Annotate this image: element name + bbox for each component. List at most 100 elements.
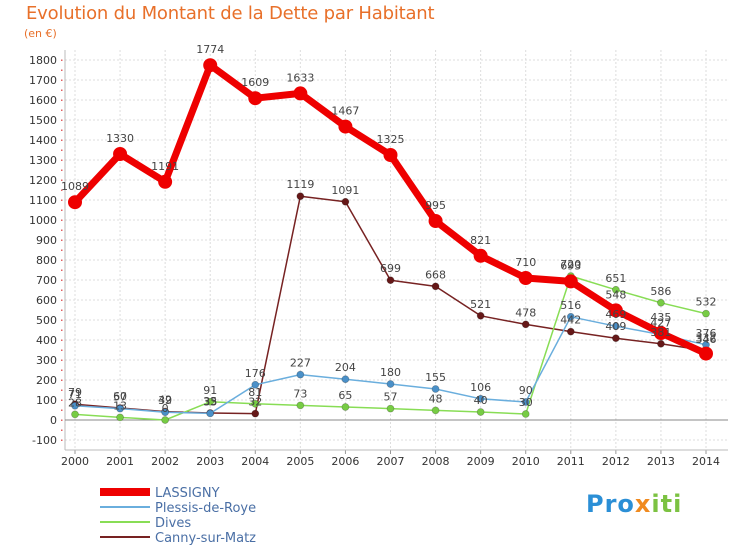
data-label: 332 <box>696 332 717 345</box>
data-label: 227 <box>290 357 311 370</box>
data-point <box>386 276 395 285</box>
y-minor-tick <box>61 179 63 181</box>
y-minor-tick <box>61 89 63 91</box>
data-point <box>116 413 124 422</box>
y-tick-label: 1300 <box>29 154 57 167</box>
y-tick-label: 1200 <box>29 174 57 187</box>
y-minor-tick <box>61 109 63 111</box>
data-point <box>383 148 398 162</box>
data-point <box>521 398 530 406</box>
data-point <box>338 119 353 134</box>
data-point <box>386 404 395 413</box>
y-minor-tick <box>61 399 63 401</box>
legend-label: LASSIGNY <box>155 486 220 501</box>
data-label: 995 <box>425 199 446 212</box>
data-label: 176 <box>245 367 266 380</box>
data-point <box>341 403 350 411</box>
data-point <box>611 285 620 294</box>
data-label: 1633 <box>286 71 314 84</box>
x-tick-label: 2009 <box>467 455 495 468</box>
y-minor-tick <box>61 79 63 81</box>
data-label: 71 <box>68 388 82 401</box>
data-point <box>476 408 485 416</box>
x-tick-label: 2000 <box>61 455 89 468</box>
data-point <box>476 311 485 320</box>
y-tick-label: 100 <box>36 394 57 407</box>
y-tick-label: 1000 <box>29 214 57 227</box>
data-point <box>341 375 350 384</box>
plot-area <box>65 50 728 450</box>
x-axis-ticks: 2000 2001 2002 2003 2004 2005 2006 2007 2008 2009… <box>61 455 720 468</box>
data-label: 155 <box>425 371 446 384</box>
data-point <box>251 409 260 418</box>
data-label: 30 <box>519 396 533 409</box>
data-label: 586 <box>650 285 671 298</box>
data-point <box>71 410 79 419</box>
data-label: 478 <box>515 306 536 319</box>
data-label: 0 <box>162 402 169 415</box>
data-point <box>206 397 215 406</box>
x-tick-label: 2008 <box>422 455 450 468</box>
data-point <box>431 282 440 291</box>
data-point <box>521 320 530 329</box>
y-minor-tick <box>61 419 63 421</box>
data-point <box>611 334 620 343</box>
data-label: 693 <box>560 259 581 272</box>
y-minor-tick <box>61 189 63 191</box>
y-minor-tick <box>61 369 63 371</box>
y-minor-tick <box>61 149 63 151</box>
data-label: 60 <box>113 390 127 403</box>
legend-label: Dives <box>155 516 191 531</box>
y-tick-label: 500 <box>36 314 57 327</box>
y-minor-tick <box>61 279 63 281</box>
axes <box>61 50 728 454</box>
data-label: 409 <box>605 320 626 333</box>
data-point <box>251 399 260 408</box>
data-label: 28 <box>68 396 82 409</box>
data-point <box>296 401 305 410</box>
y-minor-tick <box>61 159 63 161</box>
data-point <box>657 298 665 307</box>
data-point <box>206 409 215 418</box>
y-axis-ticks: -100 0 100 200 300 400 500 600 700 800 900 1000 1100… <box>29 54 57 447</box>
x-tick-label: 2001 <box>106 455 134 468</box>
y-minor-tick <box>61 309 63 311</box>
data-point <box>161 408 170 417</box>
x-tick-label: 2011 <box>557 455 585 468</box>
data-label: 435 <box>650 311 671 324</box>
data-label: 57 <box>113 391 127 404</box>
data-label: 65 <box>338 389 352 402</box>
y-minor-tick <box>61 209 63 211</box>
data-label: 1191 <box>151 160 179 173</box>
data-label: 699 <box>380 262 401 275</box>
data-point <box>113 147 128 161</box>
legend-label: Canny-sur-Matz <box>155 531 256 546</box>
data-point <box>341 197 350 206</box>
y-tick-label: 1400 <box>29 134 57 147</box>
data-label: 381 <box>650 326 671 339</box>
data-point <box>248 91 263 106</box>
y-tick-label: 800 <box>36 254 57 267</box>
data-point <box>293 86 308 101</box>
data-label: 48 <box>429 392 443 405</box>
data-point <box>71 401 79 410</box>
data-label: 79 <box>68 386 82 399</box>
x-tick-label: 2002 <box>151 455 179 468</box>
y-tick-label: 200 <box>36 374 57 387</box>
data-point <box>203 58 218 73</box>
legend-item: LASSIGNY <box>100 486 220 501</box>
data-point <box>431 406 440 415</box>
data-point <box>161 416 170 424</box>
data-point <box>431 385 440 393</box>
data-label: 668 <box>425 268 446 281</box>
data-label: 442 <box>560 314 581 327</box>
y-minor-tick <box>61 59 63 61</box>
data-label: 13 <box>113 399 127 412</box>
data-label: 32 <box>248 396 262 409</box>
x-tick-label: 2005 <box>286 455 314 468</box>
chart-unit-label: (en €) <box>24 27 57 40</box>
legend-label: Plessis-de-Roye <box>155 501 256 516</box>
x-tick-label: 2010 <box>512 455 540 468</box>
data-label: 376 <box>696 327 717 340</box>
data-label: 106 <box>470 381 491 394</box>
